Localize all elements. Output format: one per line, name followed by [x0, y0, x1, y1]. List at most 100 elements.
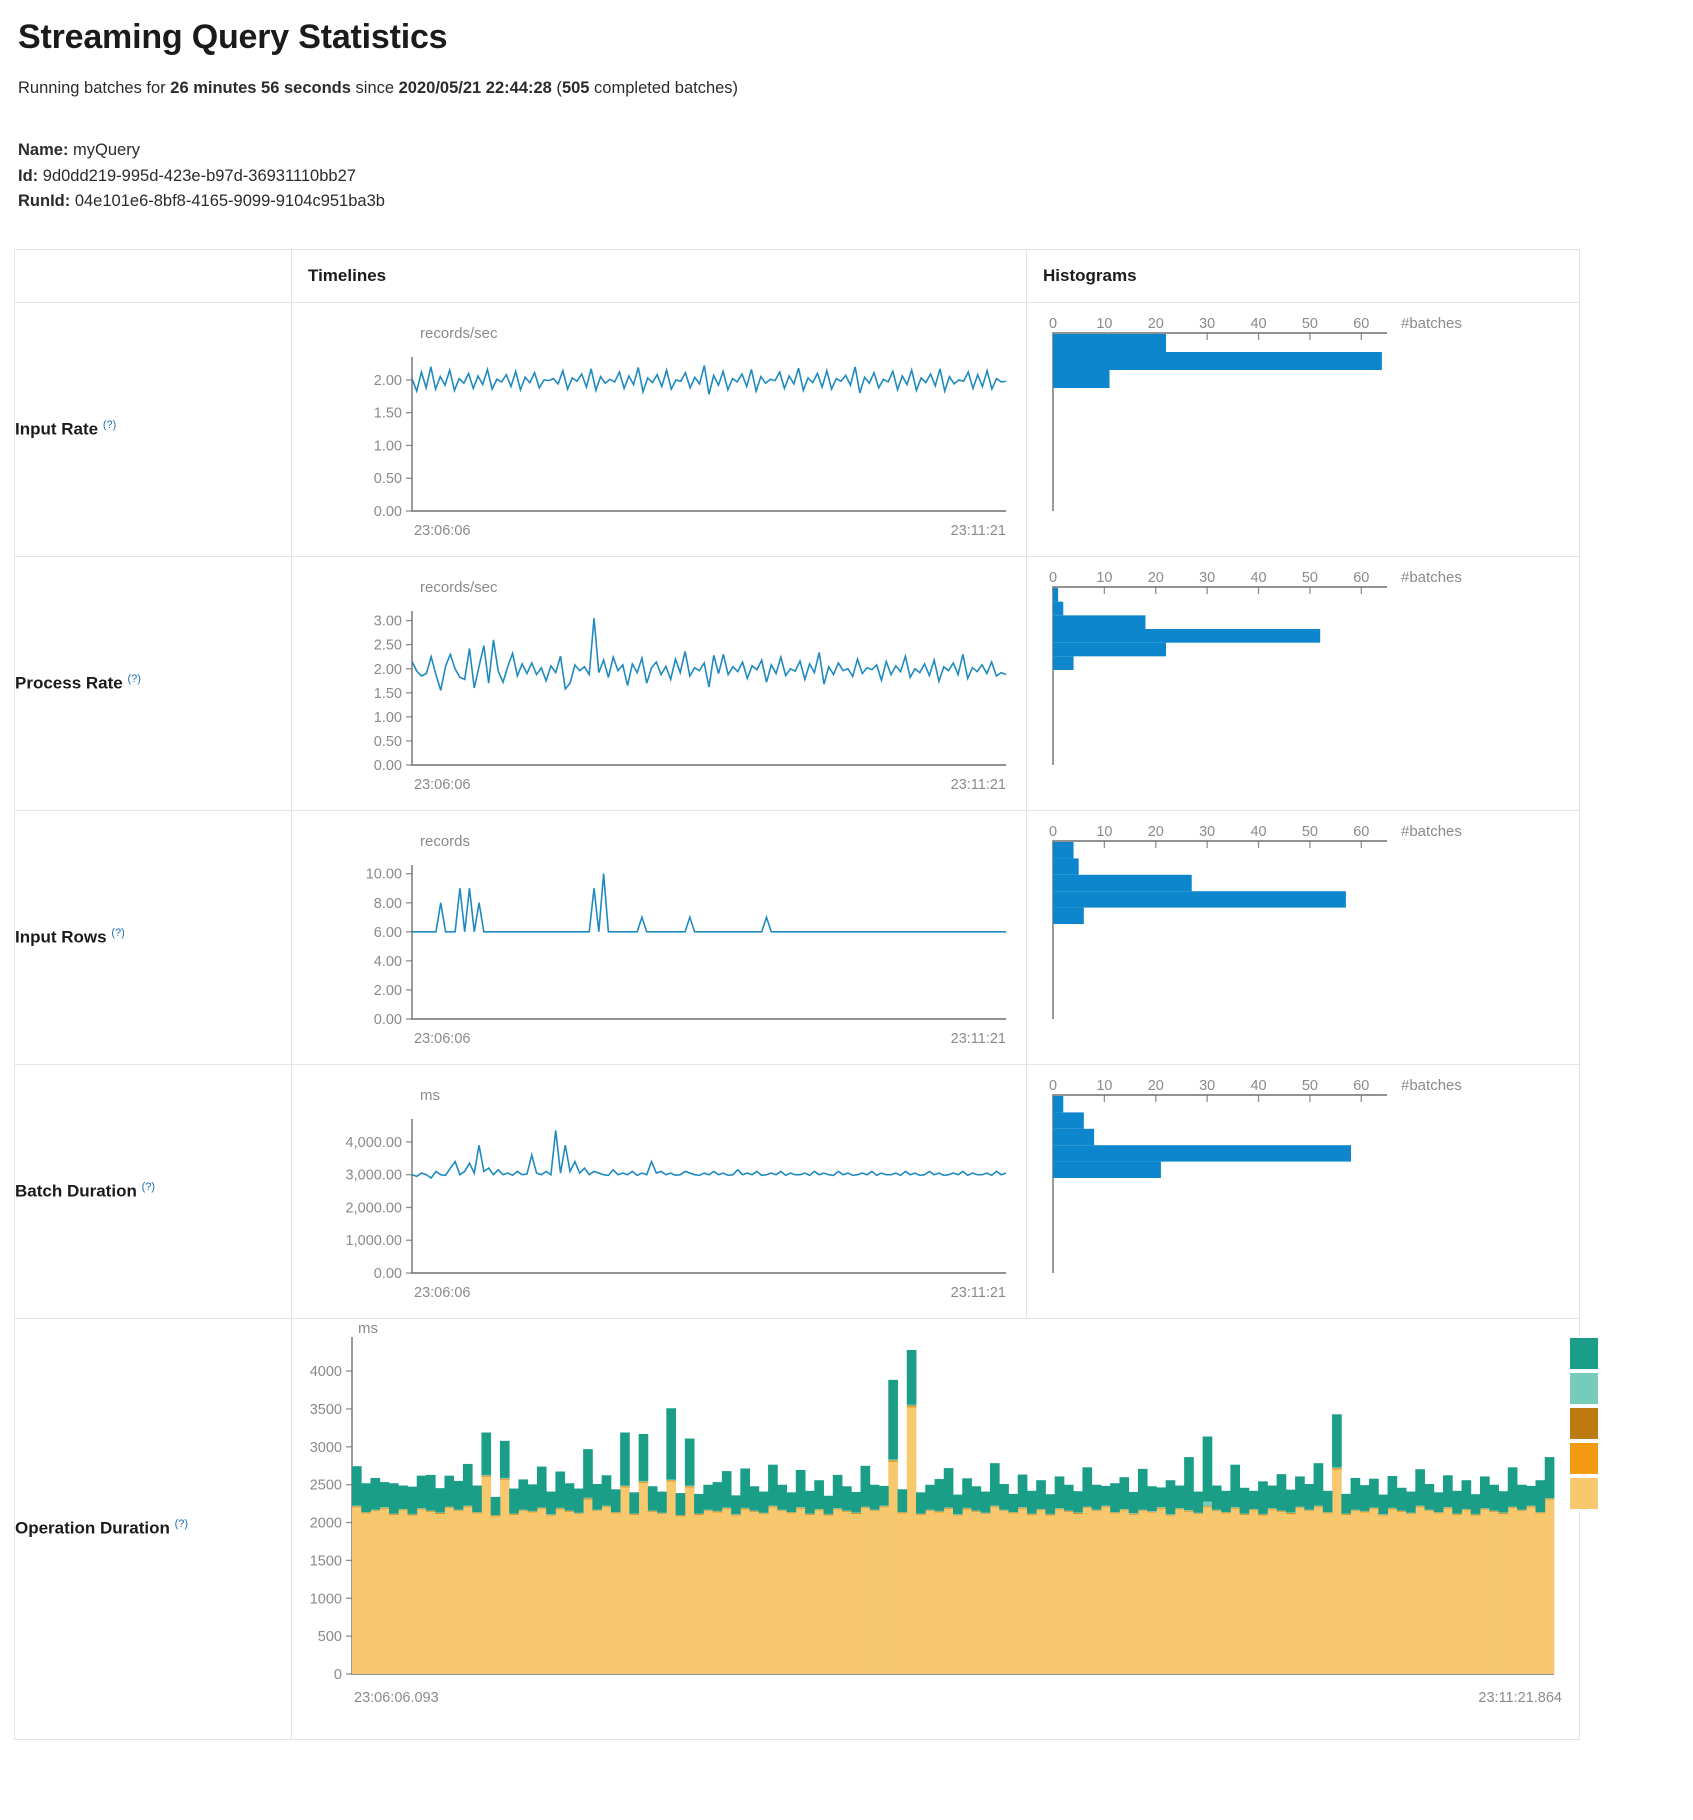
streaming-query-statistics-page: Streaming Query Statistics Running batch…: [14, 18, 1693, 1740]
svg-text:10: 10: [1096, 570, 1112, 586]
svg-text:0.00: 0.00: [374, 1266, 402, 1282]
help-icon[interactable]: (?): [102, 418, 117, 431]
input-rate-timeline: records/sec 0.00 0.50 1.00 1.50 2.00 23:06:06 2…: [374, 325, 1007, 539]
svg-text:40: 40: [1250, 316, 1266, 332]
timeline-cell: records 0.00 2.00 4.00 6.00 8.00 10.00 23:06:06…: [291, 809, 1027, 1065]
row-label-operation-duration: Operation Duration (?): [14, 1317, 292, 1740]
row-label-input-rate: Input Rate (?): [14, 301, 292, 557]
svg-text:1.50: 1.50: [374, 405, 402, 421]
row-label-text: Batch Duration: [15, 1181, 137, 1201]
row-label-text: Process Rate: [15, 673, 123, 693]
legend-swatch-2[interactable]: [1568, 1405, 1600, 1441]
svg-text:50: 50: [1302, 570, 1318, 586]
svg-text:2.00: 2.00: [374, 983, 402, 999]
help-icon[interactable]: (?): [174, 1518, 189, 1531]
since-timestamp: 2020/05/21 22:44:28: [398, 79, 552, 97]
svg-text:2.00: 2.00: [374, 661, 402, 677]
table-body: Input Rate (?) records/sec 0.00 0.50 1.00 1.5…: [14, 301, 1600, 1740]
svg-text:40: 40: [1250, 1078, 1266, 1094]
row-label-input-rows: Input Rows (?): [14, 809, 292, 1065]
input-rate-histogram: 0 10 20 30 40 50 60 #batches: [1049, 315, 1462, 511]
process-rate-timeline: records/sec 0.00 0.50 1.00 1.50 2.00 2.50 3.00 2…: [374, 579, 1007, 793]
svg-text:0.00: 0.00: [374, 1012, 402, 1028]
operation-duration-legend[interactable]: [1568, 1335, 1600, 1511]
help-icon[interactable]: (?): [111, 926, 125, 939]
svg-text:30: 30: [1199, 570, 1215, 586]
svg-text:23:11:21.864: 23:11:21.864: [1478, 1690, 1562, 1706]
svg-text:10: 10: [1096, 824, 1112, 840]
legend-swatch-0[interactable]: [1568, 1335, 1600, 1371]
svg-text:23:06:06: 23:06:06: [414, 777, 470, 793]
histogram-cell: 0 10 20 30 40 50 60 #batches: [1026, 1063, 1580, 1319]
batches-suffix: completed batches): [589, 79, 739, 97]
svg-text:records: records: [420, 833, 470, 850]
header-histograms: Histograms: [1026, 248, 1580, 303]
running-prefix: Running batches for: [18, 79, 171, 97]
svg-text:50: 50: [1302, 824, 1318, 840]
series-light-orange: [352, 1407, 1555, 1674]
svg-text:0.50: 0.50: [374, 734, 402, 750]
process-rate-histogram: 0 10 20 30 40 50 60 #batches: [1049, 569, 1462, 765]
help-icon[interactable]: (?): [127, 672, 141, 685]
query-id-label: Id:: [18, 166, 39, 185]
svg-text:23:11:21: 23:11:21: [951, 777, 1006, 793]
svg-text:30: 30: [1199, 1078, 1215, 1094]
legend-swatch-3[interactable]: [1568, 1440, 1600, 1476]
table-row: Input Rate (?) records/sec 0.00 0.50 1.00 1.5…: [14, 301, 1580, 557]
svg-text:1000: 1000: [310, 1591, 342, 1607]
svg-text:0: 0: [1049, 1078, 1057, 1094]
svg-text:3.00: 3.00: [374, 613, 402, 629]
legend-swatch-4[interactable]: [1568, 1475, 1600, 1511]
svg-text:50: 50: [1302, 316, 1318, 332]
operation-duration-cell: ms 0 500 1000 1500 2000 2500 3000 3500 4000 23:06:…: [291, 1317, 1600, 1740]
running-batches-summary: Running batches for 26 minutes 56 second…: [18, 79, 1693, 98]
help-icon[interactable]: (?): [141, 1180, 156, 1193]
svg-text:1500: 1500: [310, 1553, 342, 1569]
timeline-cell: records/sec 0.00 0.50 1.00 1.50 2.00 2.50 3.00 2…: [291, 555, 1027, 811]
svg-text:#batches: #batches: [1401, 569, 1462, 586]
legend-swatch-1[interactable]: [1568, 1370, 1600, 1406]
svg-text:ms: ms: [358, 1320, 378, 1337]
svg-text:4,000.00: 4,000.00: [346, 1135, 402, 1151]
svg-text:20: 20: [1148, 1078, 1164, 1094]
svg-text:0.50: 0.50: [374, 471, 402, 487]
svg-text:8.00: 8.00: [374, 895, 402, 911]
svg-text:0.00: 0.00: [374, 758, 402, 774]
query-name-line: Name: myQuery: [18, 138, 1693, 164]
svg-text:1,000.00: 1,000.00: [346, 1233, 402, 1249]
statistics-table: Timelines Histograms Input Rate (?) recor…: [14, 248, 1600, 1740]
series-teal: [352, 1349, 1555, 1515]
batches-open-paren: (: [551, 79, 562, 97]
timeline-cell: ms 0.00 1,000.00 2,000.00 3,000.00 4,000.00 23…: [291, 1063, 1027, 1319]
svg-text:#batches: #batches: [1401, 1077, 1462, 1094]
header-blank: [14, 248, 292, 303]
svg-text:60: 60: [1353, 570, 1369, 586]
svg-text:23:11:21: 23:11:21: [951, 1031, 1006, 1047]
svg-text:23:06:06: 23:06:06: [414, 1285, 470, 1301]
svg-text:23:06:06: 23:06:06: [414, 1031, 470, 1047]
since-word: since: [350, 79, 399, 97]
svg-text:1.50: 1.50: [374, 686, 402, 702]
batch-duration-histogram: 0 10 20 30 40 50 60 #batches: [1049, 1077, 1462, 1273]
series-orange: [352, 1405, 1555, 1517]
svg-text:0: 0: [334, 1667, 342, 1683]
svg-text:30: 30: [1199, 316, 1215, 332]
svg-text:2,000.00: 2,000.00: [346, 1200, 402, 1216]
svg-text:60: 60: [1353, 316, 1369, 332]
svg-text:23:11:21: 23:11:21: [951, 1285, 1006, 1301]
header-timelines: Timelines: [291, 248, 1027, 303]
svg-text:10: 10: [1096, 1078, 1112, 1094]
query-runid-line: RunId: 04e101e6-8bf8-4165-9099-9104c951b…: [18, 189, 1693, 215]
histogram-cell: 0 10 20 30 40 50 60 #batches: [1026, 301, 1580, 557]
svg-text:2000: 2000: [310, 1515, 342, 1531]
series-light-teal: [352, 1404, 1555, 1516]
query-id-value: 9d0dd219-995d-423e-b97d-36931110bb27: [42, 166, 356, 185]
timeline-cell: records/sec 0.00 0.50 1.00 1.50 2.00 23:06:06 2…: [291, 301, 1027, 557]
svg-text:2500: 2500: [310, 1477, 342, 1493]
table-row: Input Rows (?) records 0.00 2.00 4.00 6.00 8.0…: [14, 809, 1580, 1065]
svg-text:2.50: 2.50: [374, 637, 402, 653]
svg-text:3000: 3000: [310, 1439, 342, 1455]
svg-text:40: 40: [1250, 824, 1266, 840]
svg-text:23:06:06.093: 23:06:06.093: [354, 1690, 439, 1706]
query-id-line: Id: 9d0dd219-995d-423e-b97d-36931110bb27: [18, 164, 1693, 190]
